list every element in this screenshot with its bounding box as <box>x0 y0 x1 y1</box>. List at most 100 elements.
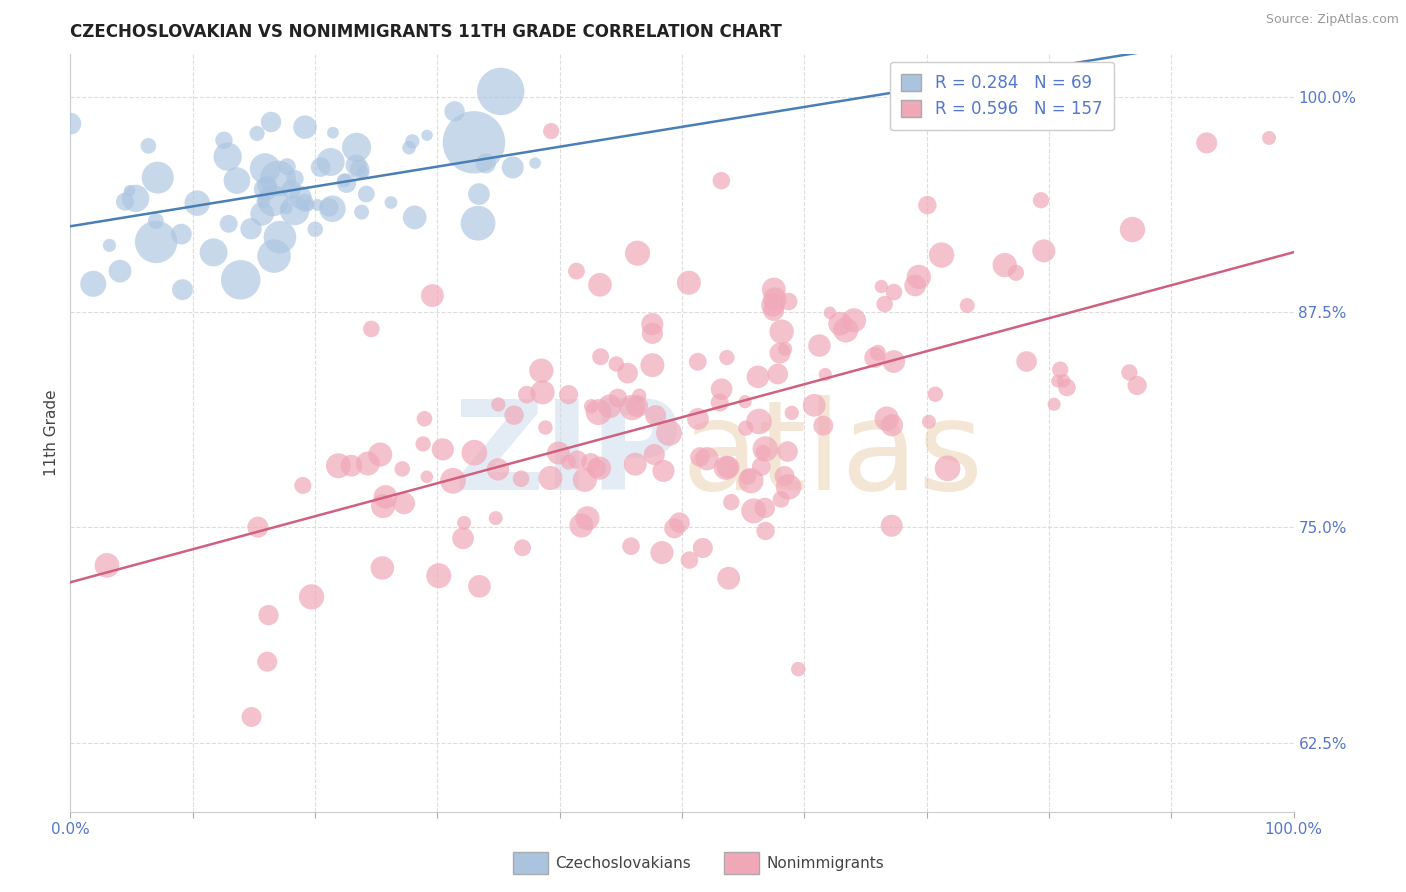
Point <box>956 299 979 313</box>
Point <box>880 418 903 433</box>
Legend: R = 0.284   N = 69, R = 0.596   N = 157: R = 0.284 N = 69, R = 0.596 N = 157 <box>890 62 1114 130</box>
Point <box>626 399 648 413</box>
Point <box>678 276 700 290</box>
Point <box>747 369 769 384</box>
Point <box>416 469 439 483</box>
Point <box>605 357 627 371</box>
Point <box>114 194 136 209</box>
Point <box>565 264 588 278</box>
Point <box>717 571 740 585</box>
Point <box>734 421 756 435</box>
Point <box>138 139 160 153</box>
Point <box>686 412 709 426</box>
Point <box>870 279 893 293</box>
Point <box>371 561 394 575</box>
Point <box>668 516 690 530</box>
Point <box>516 387 538 401</box>
Point <box>904 278 927 293</box>
Point <box>876 411 898 425</box>
Point <box>218 217 240 231</box>
Point <box>1032 244 1054 258</box>
Point <box>356 186 378 201</box>
Point <box>1052 374 1074 388</box>
Point <box>818 306 841 320</box>
Point <box>883 285 905 300</box>
Point <box>621 401 644 415</box>
Point <box>589 277 612 292</box>
Point <box>294 120 316 134</box>
Point <box>368 448 391 462</box>
Point <box>678 553 700 567</box>
Point <box>357 457 380 471</box>
Point <box>280 182 302 196</box>
Point <box>145 235 167 249</box>
Point <box>734 394 756 409</box>
Point <box>883 354 905 368</box>
Point <box>380 195 402 210</box>
Point <box>297 198 319 212</box>
Point <box>547 446 569 460</box>
Point <box>172 283 194 297</box>
Point <box>936 461 959 475</box>
Point <box>762 298 785 312</box>
Point <box>468 579 491 593</box>
Point <box>628 389 651 403</box>
Point <box>808 338 831 352</box>
Point <box>763 292 786 306</box>
Point <box>766 367 789 381</box>
Point <box>318 201 340 215</box>
Point <box>294 195 316 210</box>
Point <box>412 437 434 451</box>
Point <box>510 472 533 486</box>
Point <box>692 541 714 555</box>
Point <box>754 442 776 456</box>
Point <box>512 541 534 555</box>
Point <box>502 161 524 175</box>
Point <box>486 397 509 411</box>
Text: Source: ZipAtlas.com: Source: ZipAtlas.com <box>1265 13 1399 27</box>
Point <box>696 451 718 466</box>
Point <box>475 156 498 170</box>
Point <box>392 496 415 510</box>
Point <box>427 568 450 582</box>
Point <box>360 322 382 336</box>
Point <box>304 222 326 236</box>
Point <box>256 178 278 193</box>
Point <box>924 387 946 401</box>
Point <box>1043 397 1066 411</box>
Text: atlas: atlas <box>682 395 984 516</box>
Point <box>443 104 465 119</box>
Point <box>352 166 374 180</box>
Point <box>716 351 738 365</box>
Point <box>254 182 277 196</box>
Point <box>307 198 329 212</box>
Text: Czechoslovakians: Czechoslovakians <box>555 856 692 871</box>
Point <box>749 459 772 474</box>
Point <box>349 162 371 177</box>
Point <box>606 391 628 405</box>
Point <box>880 518 903 533</box>
Point <box>664 521 686 535</box>
Point <box>557 455 579 469</box>
Point <box>401 134 423 148</box>
Point <box>463 446 485 460</box>
Point <box>769 346 792 360</box>
Point <box>503 408 526 422</box>
Point <box>1056 380 1078 394</box>
Point <box>585 461 607 475</box>
Point <box>710 174 733 188</box>
Point <box>643 448 665 462</box>
Point <box>309 160 332 174</box>
Point <box>770 325 793 339</box>
Point <box>589 350 612 364</box>
Point <box>276 160 298 174</box>
Point <box>579 456 602 470</box>
Point <box>263 249 285 263</box>
Point <box>246 520 269 534</box>
Point <box>284 203 307 218</box>
Point <box>422 288 444 302</box>
Point <box>776 444 799 458</box>
Point <box>212 133 235 147</box>
Point <box>686 355 709 369</box>
Point <box>742 504 765 518</box>
